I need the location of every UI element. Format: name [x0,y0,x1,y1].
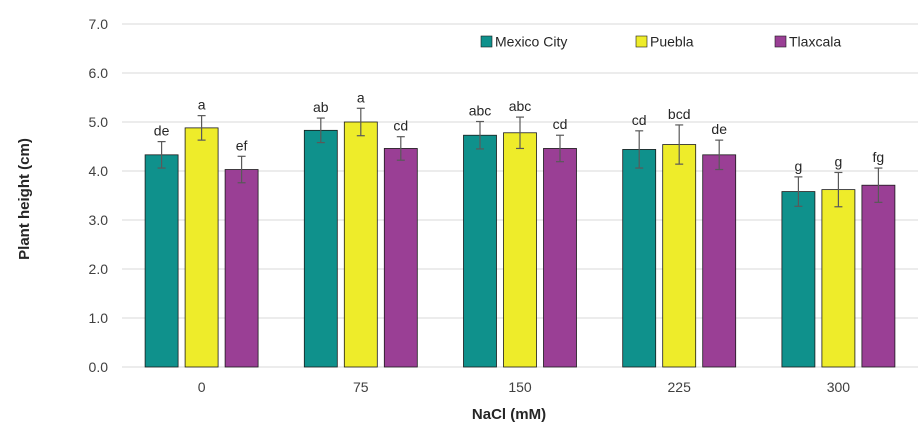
y-axis-ticks: 0.0 1.0 2.0 3.0 4.0 5.0 6.0 7.0 [89,16,109,375]
bar-tlaxcala [861,184,896,368]
y-tick-label: 0.0 [89,359,109,375]
significance-letter: g [835,153,843,169]
legend-swatch [480,35,493,48]
bar-puebla [662,144,697,368]
significance-letter: abc [509,98,532,114]
bar-tlaxcala [702,154,737,368]
significance-letter: de [154,123,170,139]
y-tick-label: 7.0 [89,16,109,32]
legend-item: Mexico City [480,34,567,50]
bar-puebla [184,127,219,368]
bar-puebla [503,132,537,368]
bar-tlaxcala [383,148,418,368]
y-tick-label: 6.0 [89,65,109,81]
legend-label: Tlaxcala [789,34,841,50]
significance-letter: ef [236,137,248,153]
bar-tlaxcala [224,169,259,368]
bar-puebla [343,121,378,368]
bars [144,121,896,368]
significance-letter: cd [553,116,568,132]
bar-mexico-city [781,191,816,368]
x-axis-title: NaCl (mM) [472,406,546,423]
legend-item: Tlaxcala [774,34,841,50]
legend-swatch [635,35,648,48]
significance-letter: g [795,158,803,174]
significance-letter: a [198,97,206,113]
bar-mexico-city [144,154,179,368]
bar-mexico-city [303,129,338,368]
significance-letter: ab [313,99,329,115]
legend-label: Mexico City [495,34,567,50]
x-tick-label: 300 [827,379,851,395]
significance-letters: de a ef ab a cd abc abc cd cd bcd de g g fg [154,89,884,174]
legend-item: Puebla [635,34,694,50]
y-tick-label: 3.0 [89,212,109,228]
significance-letter: a [357,89,365,105]
significance-letter: abc [469,103,492,119]
legend: Mexico City Puebla Tlaxcala [480,34,841,50]
y-axis-title: Plant height (cm) [16,138,33,260]
significance-letter: cd [393,118,408,134]
y-tick-label: 1.0 [89,310,109,326]
x-axis-ticks: 0 75 150 225 300 [198,379,851,395]
y-tick-label: 2.0 [89,261,109,277]
legend-swatch [774,35,787,48]
x-tick-label: 75 [353,379,369,395]
significance-letter: fg [873,149,885,165]
x-tick-label: 225 [668,379,692,395]
significance-letter: de [711,121,727,137]
bar-mexico-city [622,149,657,368]
y-tick-label: 4.0 [89,163,109,179]
legend-label: Puebla [650,34,694,50]
x-tick-label: 0 [198,379,206,395]
significance-letter: bcd [668,106,691,122]
bar-mexico-city [463,134,497,368]
significance-letter: cd [632,112,647,128]
x-tick-label: 150 [508,379,532,395]
y-tick-label: 5.0 [89,114,109,130]
bar-puebla [821,189,856,368]
error-bars [157,107,883,208]
bar-tlaxcala [543,148,577,368]
